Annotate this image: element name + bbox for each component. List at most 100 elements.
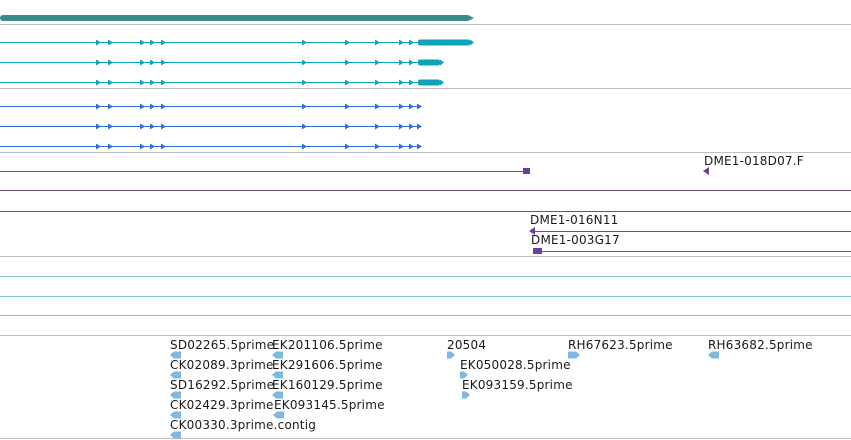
clone-end-marker[interactable] [533, 248, 542, 254]
exon-marker[interactable] [409, 143, 414, 150]
exon-marker[interactable] [302, 39, 307, 46]
est-label[interactable]: RH63682.5prime [708, 338, 813, 352]
clone-arrow[interactable] [529, 227, 535, 235]
exon-marker[interactable] [375, 103, 380, 110]
est-label[interactable]: EK291606.5prime [272, 358, 383, 372]
exon-marker[interactable] [96, 123, 101, 130]
exon-marker[interactable] [150, 143, 155, 150]
est-arrow[interactable] [272, 391, 283, 399]
exon-marker[interactable] [409, 123, 414, 130]
exon-marker[interactable] [399, 79, 404, 86]
est-label[interactable]: EK160129.5prime [272, 378, 383, 392]
est-arrow[interactable] [272, 351, 283, 359]
exon-marker[interactable] [409, 39, 414, 46]
exon-marker[interactable] [399, 39, 404, 46]
est-label[interactable]: SD16292.5prime [170, 378, 275, 392]
coding-block[interactable] [418, 79, 440, 86]
est-label[interactable]: EK093159.5prime [462, 378, 573, 392]
exon-marker[interactable] [409, 103, 414, 110]
exon-marker[interactable] [108, 39, 113, 46]
exon-marker[interactable] [108, 79, 113, 86]
clone-label[interactable]: DME1-018D07.F [704, 154, 804, 168]
exon-marker[interactable] [150, 39, 155, 46]
exon-marker[interactable] [375, 79, 380, 86]
exon-marker[interactable] [345, 39, 350, 46]
est-arrow[interactable] [170, 431, 181, 439]
exon-marker[interactable] [161, 123, 166, 130]
exon-marker[interactable] [150, 59, 155, 66]
est-label[interactable]: CK02089.3prime [170, 358, 274, 372]
gene-bar[interactable] [0, 15, 470, 21]
clone-label[interactable]: DME1-003G17 [531, 233, 620, 247]
exon-marker[interactable] [302, 79, 307, 86]
est-label[interactable]: EK050028.5prime [460, 358, 571, 372]
exon-marker[interactable] [96, 79, 101, 86]
exon-marker[interactable] [161, 79, 166, 86]
exon-marker[interactable] [375, 143, 380, 150]
exon-marker[interactable] [409, 59, 414, 66]
est-arrow[interactable] [170, 411, 181, 419]
est-arrow[interactable] [272, 371, 283, 379]
exon-marker[interactable] [140, 103, 145, 110]
exon-marker[interactable] [108, 123, 113, 130]
coding-block[interactable] [418, 59, 440, 66]
exon-marker[interactable] [108, 143, 113, 150]
exon-marker[interactable] [345, 143, 350, 150]
exon-marker[interactable] [399, 103, 404, 110]
est-arrow[interactable] [170, 391, 181, 399]
est-label[interactable]: SD02265.5prime [170, 338, 275, 352]
exon-marker[interactable] [96, 143, 101, 150]
est-arrow[interactable] [273, 411, 284, 419]
exon-marker[interactable] [161, 39, 166, 46]
exon-marker[interactable] [345, 123, 350, 130]
exon-marker[interactable] [375, 59, 380, 66]
est-label[interactable]: CK00330.3prime.contig [170, 418, 317, 432]
exon-marker[interactable] [161, 59, 166, 66]
est-arrow[interactable] [460, 371, 468, 379]
est-label[interactable]: EK093145.5prime [274, 398, 385, 412]
est-arrow[interactable] [568, 351, 580, 359]
est-label[interactable]: EK201106.5prime [272, 338, 383, 352]
exon-marker[interactable] [108, 103, 113, 110]
exon-marker[interactable] [96, 103, 101, 110]
exon-marker[interactable] [161, 103, 166, 110]
est-arrow[interactable] [170, 371, 181, 379]
exon-marker[interactable] [302, 103, 307, 110]
exon-marker[interactable] [375, 39, 380, 46]
exon-marker[interactable] [161, 143, 166, 150]
est-label[interactable]: CK02429.3prime [170, 398, 274, 412]
coding-block[interactable] [418, 39, 470, 46]
exon-marker[interactable] [302, 143, 307, 150]
exon-marker[interactable] [140, 123, 145, 130]
est-arrow[interactable] [447, 351, 455, 359]
exon-marker[interactable] [345, 79, 350, 86]
clone-end-marker[interactable] [523, 168, 530, 174]
exon-marker[interactable] [399, 59, 404, 66]
exon-marker[interactable] [399, 123, 404, 130]
exon-marker[interactable] [150, 79, 155, 86]
exon-marker[interactable] [345, 59, 350, 66]
est-arrow[interactable] [708, 351, 719, 359]
est-label[interactable]: RH67623.5prime [568, 338, 673, 352]
exon-marker[interactable] [108, 59, 113, 66]
est-arrow[interactable] [462, 391, 470, 399]
exon-marker[interactable] [375, 123, 380, 130]
exon-marker[interactable] [302, 59, 307, 66]
exon-marker[interactable] [140, 39, 145, 46]
exon-marker[interactable] [140, 143, 145, 150]
est-arrow[interactable] [170, 351, 181, 359]
exon-marker[interactable] [345, 103, 350, 110]
exon-marker[interactable] [417, 103, 422, 110]
exon-marker[interactable] [140, 59, 145, 66]
exon-marker[interactable] [96, 39, 101, 46]
exon-marker[interactable] [409, 79, 414, 86]
clone-label[interactable]: DME1-016N11 [530, 213, 619, 227]
exon-marker[interactable] [150, 123, 155, 130]
exon-marker[interactable] [417, 123, 422, 130]
exon-marker[interactable] [140, 79, 145, 86]
exon-marker[interactable] [417, 143, 422, 150]
exon-marker[interactable] [399, 143, 404, 150]
exon-marker[interactable] [96, 59, 101, 66]
clone-arrow[interactable] [703, 167, 709, 175]
est-label[interactable]: 20504 [447, 338, 487, 352]
